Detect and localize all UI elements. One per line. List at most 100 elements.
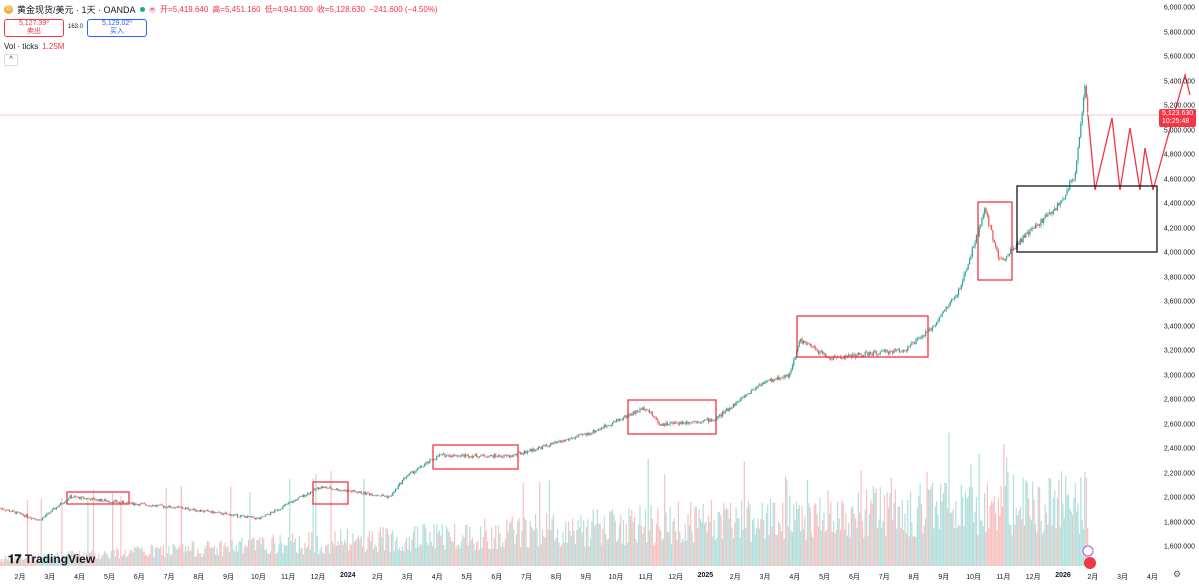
settings-icon[interactable]: ⚙ bbox=[1173, 569, 1182, 579]
volume-value: 1.25M bbox=[42, 42, 65, 51]
volume-bar bbox=[458, 544, 460, 566]
candle bbox=[0, 508, 1, 509]
candle bbox=[79, 496, 81, 500]
symbol-title[interactable]: 黄金现货/美元 · 1天 · OANDA bbox=[17, 5, 136, 15]
volume-bar bbox=[28, 556, 30, 566]
candle bbox=[315, 488, 317, 490]
candle bbox=[101, 498, 103, 502]
candle bbox=[444, 453, 446, 457]
range-box[interactable] bbox=[432, 444, 519, 470]
volume-bar bbox=[392, 530, 394, 566]
volume-bar bbox=[33, 555, 35, 566]
candle bbox=[919, 337, 921, 338]
volume-bar bbox=[1045, 512, 1048, 566]
volume-bar bbox=[489, 549, 491, 566]
candle bbox=[68, 498, 70, 500]
candle bbox=[712, 420, 714, 422]
candle bbox=[640, 408, 642, 410]
volume-bar bbox=[502, 542, 504, 566]
volume-bar bbox=[344, 539, 346, 566]
candle bbox=[1008, 253, 1010, 256]
candle bbox=[672, 422, 674, 424]
candle bbox=[911, 342, 913, 346]
candle bbox=[573, 438, 575, 439]
volume-bar bbox=[719, 512, 721, 566]
candle bbox=[687, 421, 689, 424]
candle bbox=[7, 510, 9, 511]
volume-bar bbox=[443, 544, 445, 566]
projection-path[interactable] bbox=[1087, 72, 1191, 191]
candle bbox=[460, 455, 463, 457]
candle bbox=[205, 510, 207, 511]
volume-bar bbox=[806, 479, 809, 566]
candle bbox=[558, 440, 560, 442]
candle bbox=[1037, 224, 1039, 226]
volume-bar bbox=[128, 552, 130, 566]
candle bbox=[1040, 219, 1042, 226]
time-tick: 3月 bbox=[1117, 574, 1129, 581]
candle bbox=[603, 425, 605, 429]
candle bbox=[653, 415, 655, 418]
candle bbox=[10, 511, 12, 513]
volume-bar bbox=[525, 519, 527, 566]
event-flash-icon[interactable] bbox=[1082, 545, 1094, 557]
sell-button[interactable]: 5,127.39⁰ 卖出 bbox=[4, 19, 64, 37]
candle bbox=[970, 256, 972, 259]
volume-bar bbox=[638, 524, 640, 566]
volume-bar bbox=[905, 533, 907, 566]
range-box[interactable] bbox=[66, 491, 130, 505]
target-box[interactable] bbox=[1016, 185, 1158, 253]
volume-bar bbox=[448, 532, 450, 566]
volume-bar bbox=[169, 555, 171, 566]
volume-bar bbox=[853, 514, 855, 566]
volume-bar bbox=[552, 514, 555, 566]
candle bbox=[594, 430, 596, 433]
event-flag-icon[interactable] bbox=[1084, 557, 1096, 569]
candle bbox=[161, 504, 163, 506]
volume-bar bbox=[830, 501, 832, 566]
volume-bar bbox=[585, 527, 588, 566]
candle bbox=[160, 504, 162, 506]
price-tick: 3,600.000 bbox=[1163, 298, 1195, 306]
collapse-button[interactable]: ^ bbox=[4, 54, 18, 66]
volume-bar bbox=[650, 504, 652, 566]
candle bbox=[790, 369, 792, 374]
candle bbox=[741, 397, 743, 399]
candle bbox=[830, 357, 832, 360]
volume-bar bbox=[425, 528, 427, 566]
candle bbox=[1044, 215, 1046, 218]
candle bbox=[184, 507, 187, 509]
range-box[interactable] bbox=[796, 315, 929, 358]
time-tick: 2月 bbox=[1087, 574, 1099, 581]
buy-button[interactable]: 5,129.02⁰ 买入 bbox=[87, 19, 148, 37]
candle bbox=[58, 505, 60, 508]
candle bbox=[98, 499, 100, 502]
volume-bar bbox=[506, 519, 508, 566]
range-box[interactable] bbox=[977, 201, 1013, 281]
volume-bar bbox=[191, 541, 193, 566]
volume-bar bbox=[1055, 528, 1057, 566]
volume-bar bbox=[500, 547, 502, 566]
volume-bar bbox=[125, 556, 127, 566]
volume-bar bbox=[1077, 503, 1079, 566]
range-box[interactable] bbox=[627, 399, 717, 435]
time-tick: 8月 bbox=[908, 574, 920, 581]
candle bbox=[831, 359, 833, 361]
volume-bar bbox=[751, 520, 754, 566]
range-box[interactable] bbox=[312, 481, 349, 505]
volume-bar bbox=[823, 511, 825, 566]
time-tick: 11月 bbox=[638, 574, 653, 581]
volume-bar bbox=[594, 525, 596, 566]
candle bbox=[779, 377, 781, 380]
volume-bar bbox=[675, 531, 677, 566]
candle bbox=[848, 354, 850, 358]
candle bbox=[916, 338, 918, 340]
volume-bar bbox=[132, 552, 134, 566]
volume-bar bbox=[845, 513, 847, 566]
candle bbox=[1054, 208, 1056, 211]
volume-bar bbox=[13, 560, 15, 566]
volume-bar bbox=[101, 556, 103, 566]
candle bbox=[39, 519, 41, 521]
candle bbox=[922, 335, 924, 338]
